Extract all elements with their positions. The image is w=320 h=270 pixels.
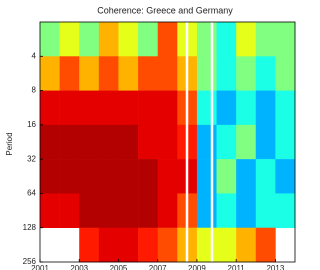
x-tick-label: 2003 xyxy=(70,264,88,270)
cell xyxy=(138,22,158,57)
cell xyxy=(275,159,295,194)
cell xyxy=(275,125,295,160)
cell xyxy=(40,125,60,160)
cell xyxy=(60,159,80,194)
cell xyxy=(217,159,237,194)
cell xyxy=(256,125,276,160)
cell xyxy=(158,159,178,194)
cell xyxy=(158,193,178,228)
cell xyxy=(79,91,99,126)
chart: Coherence: Greece and Germany Period 4 8 1… xyxy=(0,0,296,270)
cell xyxy=(158,125,178,160)
cell xyxy=(275,22,295,57)
y-tick-label: 64 xyxy=(27,189,36,198)
cell xyxy=(99,56,119,91)
y-tick-label: 8 xyxy=(32,86,37,95)
y-axis-label: Period xyxy=(5,132,14,155)
y-tick-label: 4 xyxy=(32,51,37,60)
cell xyxy=(158,228,178,263)
cell xyxy=(197,56,217,91)
cell xyxy=(79,22,99,57)
cell xyxy=(236,159,256,194)
cell xyxy=(275,91,295,126)
y-tick-label: 16 xyxy=(27,120,36,129)
cell xyxy=(275,193,295,228)
cell xyxy=(118,22,138,57)
cell xyxy=(60,193,80,228)
cell xyxy=(256,91,276,126)
cell xyxy=(197,159,217,194)
cell xyxy=(275,56,295,91)
cell xyxy=(236,193,256,228)
cell xyxy=(79,228,99,263)
cell xyxy=(99,125,119,160)
cell xyxy=(158,91,178,126)
x-tick-label: 2009 xyxy=(188,264,206,270)
cell xyxy=(217,22,237,57)
cell xyxy=(138,228,158,263)
cell xyxy=(118,125,138,160)
cell xyxy=(60,91,80,126)
cell xyxy=(40,159,60,194)
cell xyxy=(158,22,178,57)
cell xyxy=(256,193,276,228)
cell xyxy=(99,159,119,194)
cell xyxy=(256,22,276,57)
cell xyxy=(236,125,256,160)
x-tick-label: 2005 xyxy=(110,264,128,270)
cell xyxy=(256,159,276,194)
cell xyxy=(40,193,60,228)
cell xyxy=(118,56,138,91)
x-tick-label: 2001 xyxy=(31,264,49,270)
cell xyxy=(256,56,276,91)
cell xyxy=(256,228,276,263)
cell xyxy=(236,22,256,57)
cell xyxy=(99,193,119,228)
cell xyxy=(138,159,158,194)
cell xyxy=(197,125,217,160)
cell xyxy=(118,193,138,228)
y-tick-label: 128 xyxy=(23,223,37,232)
cell xyxy=(40,56,60,91)
cell xyxy=(40,22,60,57)
y-tick-label: 32 xyxy=(27,154,36,163)
cell xyxy=(217,56,237,91)
page: Coherence: Greece and Germany Period 4 8 1… xyxy=(0,0,320,270)
cell xyxy=(60,125,80,160)
cell xyxy=(138,91,158,126)
chart-title: Coherence: Greece and Germany xyxy=(97,5,233,15)
cell xyxy=(79,193,99,228)
cell xyxy=(197,228,217,263)
cell xyxy=(217,228,237,263)
cell xyxy=(118,91,138,126)
cell xyxy=(79,56,99,91)
cell xyxy=(60,22,80,57)
cell xyxy=(197,91,217,126)
cell xyxy=(236,56,256,91)
cell xyxy=(99,91,119,126)
cell xyxy=(197,193,217,228)
cell xyxy=(217,193,237,228)
cell xyxy=(79,159,99,194)
cell xyxy=(197,22,217,57)
cell xyxy=(118,228,138,263)
cell xyxy=(236,91,256,126)
cell xyxy=(236,228,256,263)
cell xyxy=(40,91,60,126)
x-tick-label: 2013 xyxy=(266,264,284,270)
x-tick-label: 2007 xyxy=(149,264,167,270)
cell xyxy=(217,125,237,160)
cell xyxy=(138,193,158,228)
cell xyxy=(99,228,119,263)
heatmap xyxy=(40,22,295,262)
cell xyxy=(99,22,119,57)
cell xyxy=(158,56,178,91)
cell xyxy=(118,159,138,194)
cell xyxy=(217,91,237,126)
cell xyxy=(60,56,80,91)
cell xyxy=(79,125,99,160)
cell xyxy=(138,56,158,91)
x-tick-label: 2011 xyxy=(228,264,246,270)
cell xyxy=(138,125,158,160)
